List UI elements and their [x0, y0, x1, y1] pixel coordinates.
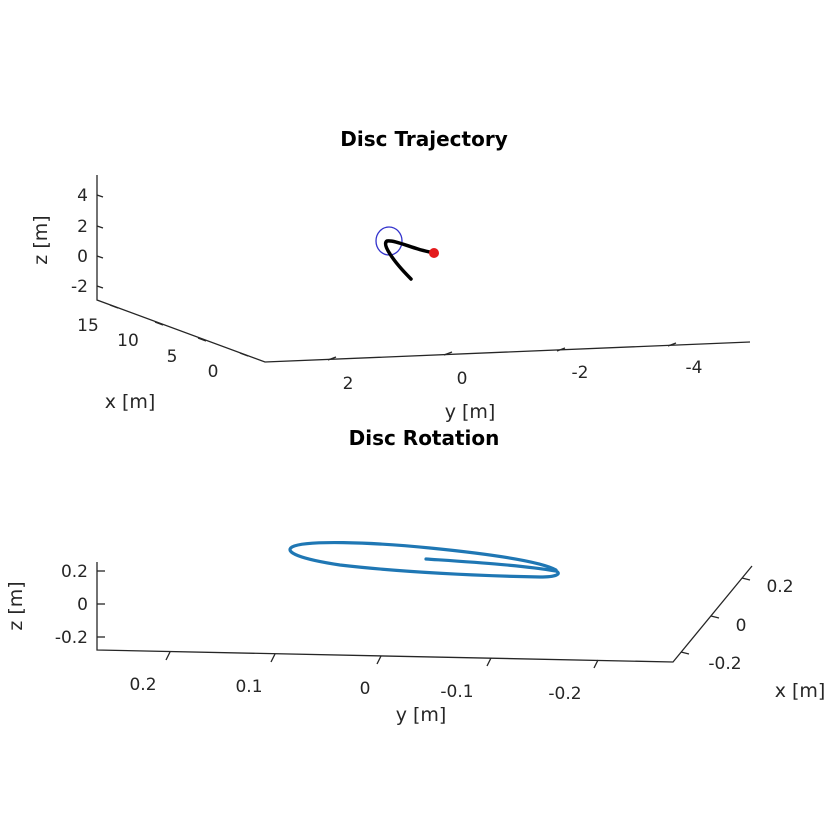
trajectory-x-ticks: 15 10 5 0 [77, 304, 249, 382]
start-point-marker [429, 248, 439, 258]
trajectory-xlabel: x [m] [105, 391, 156, 413]
y-tick-label: 2 [343, 374, 354, 394]
y-tick-label: -4 [686, 358, 703, 378]
y-tick-label: 0.2 [129, 675, 156, 695]
z-tick-label: -0.2 [55, 628, 88, 648]
x-tick-label: 0 [208, 362, 219, 382]
x-tick-label: -0.2 [708, 654, 741, 674]
trajectory-path [383, 239, 436, 281]
trajectory-subplot: Disc Trajectory 4 2 0 -2 z [m] 15 10 5 0… [30, 127, 751, 423]
x-tick-label: 10 [117, 331, 139, 351]
rotation-title: Disc Rotation [349, 426, 500, 450]
y-tick-label: -0.1 [440, 682, 473, 702]
rotation-axes [96, 562, 753, 663]
rotation-ylabel: y [m] [396, 704, 447, 726]
z-tick-label: 0 [77, 247, 88, 267]
rotation-subplot: Disc Rotation 0.2 0 -0.2 z [m] 0.2 0.1 0… [5, 426, 825, 726]
x-tick-label: 5 [167, 347, 178, 367]
z-tick-label: 4 [77, 186, 88, 206]
x-tick-label: 15 [77, 316, 99, 336]
trajectory-title: Disc Trajectory [340, 127, 507, 151]
rotation-z-ticks: 0.2 0 -0.2 [55, 562, 105, 648]
y-tick-label: 0 [457, 369, 468, 389]
trajectory-ylabel: y [m] [445, 401, 496, 423]
rotation-y-ticks: 0.2 0.1 0 -0.1 -0.2 [129, 651, 599, 704]
trajectory-z-ticks: 4 2 0 -2 [71, 186, 104, 297]
rotation-zlabel: z [m] [5, 581, 27, 630]
z-tick-label: 2 [77, 217, 88, 237]
x-tick-label: 0 [736, 616, 747, 636]
trajectory-axes [96, 175, 751, 363]
y-tick-label: 0.1 [235, 677, 262, 697]
rotation-x-ticks: 0.2 0 -0.2 [680, 577, 794, 674]
trajectory-y-ticks: 2 0 -2 -4 [327, 342, 703, 394]
z-tick-label: -2 [71, 277, 88, 297]
y-tick-label: 0 [360, 679, 371, 699]
y-tick-label: -2 [572, 363, 589, 383]
rotation-xlabel: x [m] [775, 680, 826, 702]
x-tick-label: 0.2 [766, 577, 793, 597]
z-tick-label: 0.2 [61, 562, 88, 582]
disc-rim-path [288, 540, 560, 579]
trajectory-zlabel: z [m] [30, 215, 52, 264]
z-tick-label: 0 [77, 595, 88, 615]
y-tick-label: -0.2 [548, 684, 581, 704]
